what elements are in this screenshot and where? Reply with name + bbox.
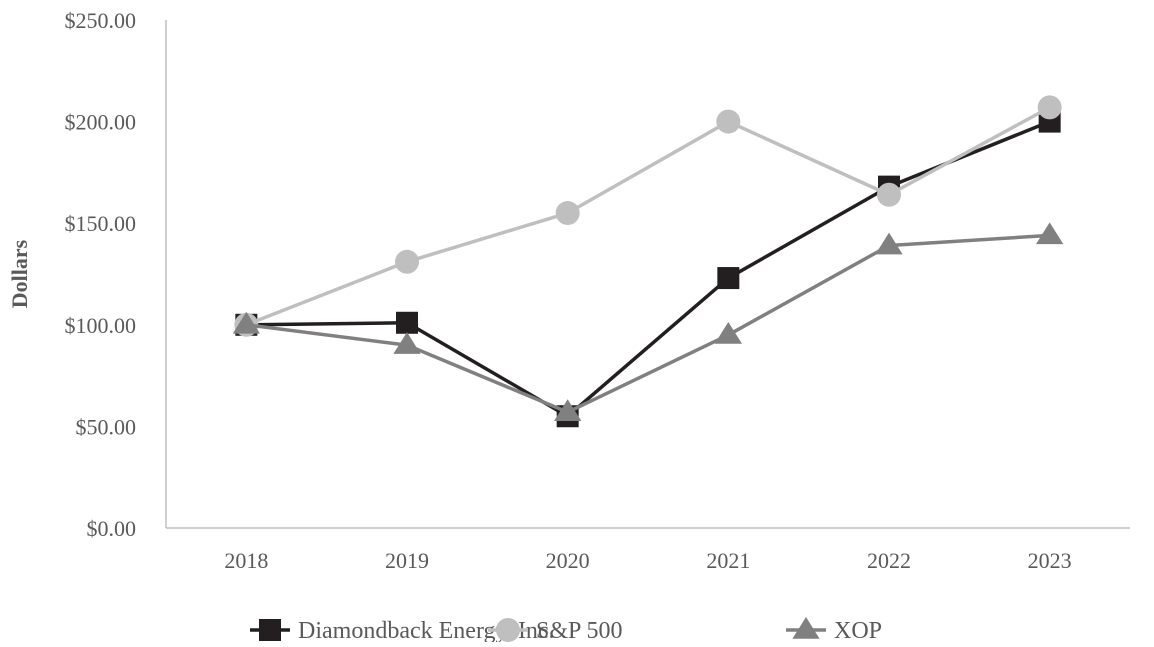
x-tick-label: 2021 <box>706 548 750 573</box>
data-point-marker <box>554 399 582 421</box>
legend: Diamondback Energy, Inc.S&P 500 XOP <box>250 617 882 644</box>
data-point-marker <box>393 332 421 354</box>
y-tick-label: $150.00 <box>65 211 137 236</box>
data-point-marker <box>1037 95 1062 120</box>
series-group <box>235 110 1061 428</box>
data-point-marker <box>259 619 281 641</box>
data-point-marker <box>877 182 901 207</box>
series-layer <box>232 95 1064 428</box>
data-point-marker <box>717 267 740 290</box>
data-point-marker <box>792 617 820 639</box>
x-tick-label: 2022 <box>867 548 911 573</box>
data-point-marker <box>232 311 260 334</box>
series-group <box>234 95 1062 337</box>
x-tick-label: 2019 <box>385 548 429 573</box>
y-tick-label: $200.00 <box>65 110 137 135</box>
data-point-marker <box>716 109 741 134</box>
data-point-marker <box>875 232 903 255</box>
x-tick-labels: 2018 2019 2020 2021 2022 2023 <box>224 548 1071 573</box>
legend-label: S&P 500 <box>536 618 622 642</box>
series-line <box>245 105 1051 327</box>
series-line <box>246 233 1050 414</box>
y-tick-label: $0.00 <box>87 516 137 541</box>
data-point-marker <box>555 201 580 226</box>
legend-item: S&P 500 <box>488 618 622 644</box>
y-tick-labels: $0.00 $50.00 $100.00 $150.00 $200.00 $250.00 <box>65 8 137 541</box>
x-tick-label: 2020 <box>546 548 590 573</box>
x-tick-label: 2023 <box>1028 548 1072 573</box>
y-tick-label: $100.00 <box>65 313 137 338</box>
legend-label: XOP <box>834 618 882 642</box>
data-point-marker <box>714 322 742 344</box>
series-line <box>246 119 1051 418</box>
y-tick-label: $50.00 <box>76 414 137 439</box>
data-point-marker <box>496 618 520 642</box>
axes <box>165 20 1130 529</box>
y-tick-label: $250.00 <box>65 8 137 33</box>
x-tick-label: 2018 <box>224 548 268 573</box>
data-point-marker <box>1036 222 1064 245</box>
legend-item: XOP <box>786 617 882 644</box>
y-axis-title: Dollars <box>7 239 32 308</box>
data-point-marker <box>395 249 419 274</box>
data-point-marker <box>396 311 418 334</box>
series-group <box>232 222 1064 421</box>
